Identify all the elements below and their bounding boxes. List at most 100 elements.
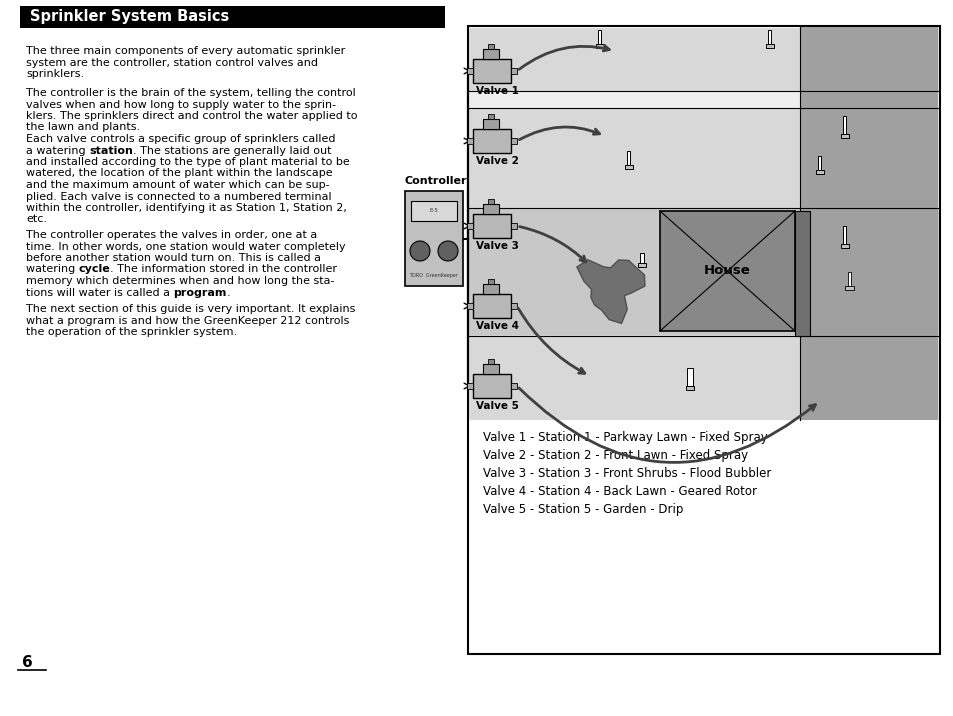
- Bar: [469, 335, 938, 420]
- Bar: [765, 44, 773, 48]
- Circle shape: [410, 241, 430, 261]
- Text: Controller: Controller: [405, 176, 467, 186]
- Bar: [842, 116, 845, 134]
- Bar: [468, 26, 939, 654]
- Text: House: House: [703, 264, 750, 278]
- Bar: [818, 156, 821, 170]
- Bar: [488, 44, 494, 49]
- Text: sprinklers.: sprinklers.: [26, 69, 84, 79]
- Bar: [627, 151, 630, 165]
- Text: station: station: [89, 145, 132, 155]
- Text: .: .: [227, 288, 231, 298]
- Bar: [841, 134, 848, 138]
- Text: Valve 4: Valve 4: [476, 321, 518, 331]
- Bar: [598, 30, 601, 44]
- Bar: [467, 303, 473, 309]
- Bar: [473, 294, 511, 318]
- Bar: [511, 138, 517, 144]
- Text: watered, the location of the plant within the landscape: watered, the location of the plant withi…: [26, 168, 333, 178]
- Text: watering: watering: [26, 264, 79, 274]
- Bar: [20, 6, 444, 28]
- Bar: [482, 364, 498, 374]
- Bar: [511, 383, 517, 389]
- Bar: [794, 211, 809, 336]
- Text: Valve 1 - Station 1 - Parkway Lawn - Fixed Spray: Valve 1 - Station 1 - Parkway Lawn - Fix…: [482, 431, 767, 444]
- Bar: [473, 129, 511, 153]
- Text: plied. Each valve is connected to a numbered terminal: plied. Each valve is connected to a numb…: [26, 191, 332, 201]
- Bar: [473, 59, 511, 83]
- Text: time. In other words, one station would water completely: time. In other words, one station would …: [26, 241, 345, 251]
- Text: . The information stored in the controller: . The information stored in the controll…: [111, 264, 337, 274]
- Bar: [469, 28, 938, 91]
- Bar: [488, 114, 494, 119]
- Bar: [685, 386, 693, 390]
- Text: system are the controller, station control valves and: system are the controller, station contr…: [26, 57, 317, 67]
- Text: and the maximum amount of water which can be sup-: and the maximum amount of water which ca…: [26, 180, 330, 190]
- Text: within the controller, identifying it as Station 1, Station 2,: within the controller, identifying it as…: [26, 203, 347, 213]
- Bar: [768, 30, 771, 44]
- Text: before another station would turn on. This is called a: before another station would turn on. Th…: [26, 253, 320, 263]
- Bar: [659, 211, 794, 331]
- Text: Sprinkler System Basics: Sprinkler System Basics: [30, 9, 229, 24]
- Text: The controller is the brain of the system, telling the control: The controller is the brain of the syste…: [26, 88, 355, 98]
- Text: valves when and how long to supply water to the sprin-: valves when and how long to supply water…: [26, 100, 335, 110]
- Bar: [482, 49, 498, 59]
- Polygon shape: [577, 260, 644, 324]
- Text: Valve 3: Valve 3: [476, 241, 518, 251]
- Bar: [469, 208, 938, 336]
- Text: Valve 5: Valve 5: [476, 401, 518, 411]
- Bar: [841, 244, 848, 248]
- Bar: [469, 91, 938, 108]
- Bar: [482, 119, 498, 129]
- Bar: [511, 68, 517, 74]
- Bar: [467, 383, 473, 389]
- Text: The next section of this guide is very important. It explains: The next section of this guide is very i…: [26, 304, 355, 314]
- Bar: [638, 263, 645, 267]
- Text: Valve 2 - Station 2 - Front Lawn - Fixed Spray: Valve 2 - Station 2 - Front Lawn - Fixed…: [482, 449, 747, 462]
- Bar: [411, 201, 456, 221]
- Bar: [511, 223, 517, 229]
- Bar: [467, 138, 473, 144]
- Text: and installed according to the type of plant material to be: and installed according to the type of p…: [26, 157, 350, 167]
- Bar: [473, 374, 511, 398]
- Text: etc.: etc.: [26, 215, 47, 225]
- Text: 6: 6: [22, 655, 32, 670]
- Text: The controller operates the valves in order, one at a: The controller operates the valves in or…: [26, 230, 317, 240]
- Bar: [815, 170, 823, 174]
- Bar: [686, 368, 692, 386]
- Bar: [511, 303, 517, 309]
- Bar: [488, 279, 494, 284]
- Text: cycle: cycle: [79, 264, 111, 274]
- Text: Valve 4 - Station 4 - Back Lawn - Geared Rotor: Valve 4 - Station 4 - Back Lawn - Geared…: [482, 485, 757, 498]
- Text: Valve 2: Valve 2: [476, 156, 518, 166]
- Text: . The stations are generally laid out: . The stations are generally laid out: [132, 145, 331, 155]
- Text: memory which determines when and how long the sta-: memory which determines when and how lon…: [26, 276, 335, 286]
- Bar: [469, 108, 938, 208]
- Circle shape: [437, 241, 457, 261]
- Bar: [847, 272, 850, 286]
- Text: Valve 5 - Station 5 - Garden - Drip: Valve 5 - Station 5 - Garden - Drip: [482, 503, 682, 516]
- Bar: [596, 44, 603, 48]
- Bar: [488, 199, 494, 204]
- Bar: [467, 68, 473, 74]
- Text: the operation of the sprinkler system.: the operation of the sprinkler system.: [26, 327, 237, 337]
- Text: The three main components of every automatic sprinkler: The three main components of every autom…: [26, 46, 345, 56]
- Bar: [639, 253, 643, 263]
- Bar: [800, 27, 937, 420]
- Text: E-5: E-5: [429, 208, 438, 213]
- Bar: [482, 284, 498, 294]
- Text: klers. The sprinklers direct and control the water applied to: klers. The sprinklers direct and control…: [26, 111, 357, 121]
- Text: program: program: [173, 288, 227, 298]
- Text: Each valve controls a specific group of sprinklers called: Each valve controls a specific group of …: [26, 134, 335, 144]
- Bar: [473, 214, 511, 238]
- Bar: [482, 204, 498, 214]
- Bar: [842, 226, 845, 244]
- Bar: [844, 286, 853, 290]
- Bar: [624, 165, 633, 169]
- Text: Valve 1: Valve 1: [476, 86, 518, 96]
- Bar: [405, 191, 462, 286]
- Text: a watering: a watering: [26, 145, 89, 155]
- Text: Valve 3 - Station 3 - Front Shrubs - Flood Bubbler: Valve 3 - Station 3 - Front Shrubs - Flo…: [482, 467, 771, 480]
- Text: tions will water is called a: tions will water is called a: [26, 288, 173, 298]
- Bar: [488, 359, 494, 364]
